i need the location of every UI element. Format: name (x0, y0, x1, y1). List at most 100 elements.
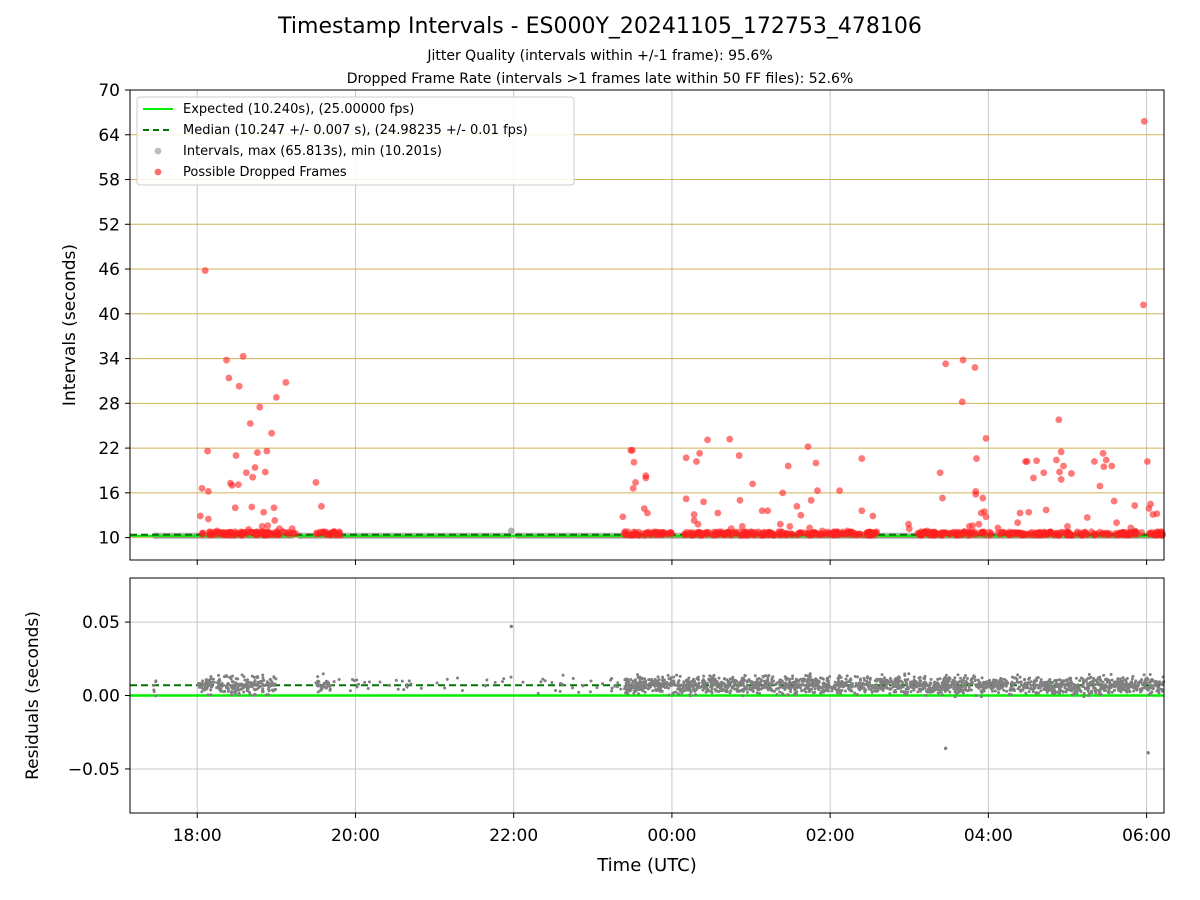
residual-point (610, 686, 614, 690)
residual-point (317, 680, 321, 684)
residual-point (874, 684, 878, 688)
residual-point (236, 677, 240, 681)
dropped-frame-point (948, 529, 956, 537)
residual-point (1124, 679, 1128, 683)
dropped-frame-point (239, 352, 247, 360)
residual-point (709, 685, 713, 689)
dropped-frame-point (793, 502, 801, 510)
dropped-frame-point (818, 527, 826, 535)
y-tick-label: −0.05 (68, 760, 120, 780)
dropped-frame-point (1016, 509, 1024, 517)
residual-point (709, 679, 713, 683)
dropped-frame-point (282, 379, 290, 386)
residual-point (918, 675, 922, 679)
residual-point (928, 681, 932, 685)
residual-point (701, 684, 705, 688)
residual-point (1098, 687, 1102, 691)
residual-point (903, 678, 907, 682)
residual-point (250, 684, 254, 688)
dropped-frame-point (978, 528, 986, 536)
residual-point (316, 690, 320, 694)
residual-point (834, 682, 838, 686)
residual-outlier (509, 624, 514, 629)
residual-point (1027, 690, 1031, 694)
dropped-frame-point (1040, 469, 1048, 477)
dropped-frame-point (1140, 301, 1147, 309)
residual-point (799, 677, 803, 681)
dropped-frame-point (728, 530, 735, 538)
residual-point (644, 681, 648, 685)
residual-point (788, 677, 792, 681)
residual-point (643, 677, 647, 681)
residual-point (237, 693, 241, 697)
residual-point (1084, 679, 1088, 683)
residual-point (366, 686, 370, 690)
dropped-frame-point (1108, 462, 1116, 470)
dropped-frame-point (1157, 531, 1165, 539)
dropped-frame-point (1055, 531, 1063, 539)
residual-point (999, 685, 1003, 689)
residual-point (976, 678, 980, 682)
residual-point (870, 690, 874, 694)
dropped-frame-point (619, 513, 627, 521)
residual-point (1121, 676, 1125, 680)
residual-point (641, 689, 645, 693)
residual-point (941, 693, 945, 697)
residual-point (946, 683, 950, 687)
residual-point (775, 693, 779, 697)
residual-point (688, 687, 692, 691)
dropped-frame-point (856, 530, 864, 538)
dropped-frame-point (905, 525, 913, 533)
residual-point (938, 688, 942, 692)
y-tick-label: 52 (98, 215, 120, 235)
residual-point (485, 678, 489, 682)
residual-point (745, 683, 749, 687)
dropped-frame-point (204, 447, 211, 455)
dropped-frame-point (726, 435, 734, 443)
dropped-frame-point (630, 458, 638, 466)
residual-point (996, 685, 1000, 689)
dropped-frame-point (1131, 502, 1139, 509)
residual-point (722, 677, 726, 681)
residual-point (154, 680, 158, 684)
legend-entry: Possible Dropped Frames (183, 165, 347, 180)
residual-point (211, 677, 215, 681)
residual-point (1086, 683, 1090, 687)
residual-point (672, 675, 676, 679)
residual-point (394, 678, 398, 682)
residual-point (1092, 678, 1096, 682)
residual-point (261, 673, 265, 677)
residual-point (1119, 690, 1123, 694)
dropped-frame-point (703, 528, 711, 536)
residual-point (684, 686, 688, 690)
residual-point (197, 681, 201, 685)
dropped-frame-point (1099, 449, 1107, 457)
residual-point (705, 689, 709, 693)
dropped-frame-point (690, 511, 698, 518)
residual-point (997, 680, 1001, 684)
dropped-frame-point (864, 531, 871, 539)
residual-point (782, 682, 786, 686)
x-tick-label: 20:00 (331, 826, 380, 846)
dropped-frame-point (635, 531, 643, 539)
residual-point (959, 686, 963, 690)
residual-point (321, 672, 325, 676)
residual-point (601, 682, 605, 686)
residual-point (216, 680, 220, 684)
residual-point (1028, 676, 1032, 680)
dropped-frame-point (1056, 468, 1063, 476)
residual-point (217, 683, 221, 687)
residual-point (647, 686, 651, 690)
residual-point (951, 678, 955, 682)
residual-point (638, 679, 642, 683)
residual-point (976, 685, 980, 689)
residual-point (793, 693, 797, 697)
dropped-frame-point (761, 530, 769, 538)
residual-point (805, 682, 809, 686)
residual-point (1078, 679, 1082, 683)
residual-point (848, 684, 852, 688)
residual-point (1050, 687, 1054, 691)
jitter-quality-subtitle: Jitter Quality (intervals within +/-1 fr… (427, 48, 773, 64)
dropped-frame-point (248, 503, 256, 511)
residual-point (862, 678, 866, 682)
